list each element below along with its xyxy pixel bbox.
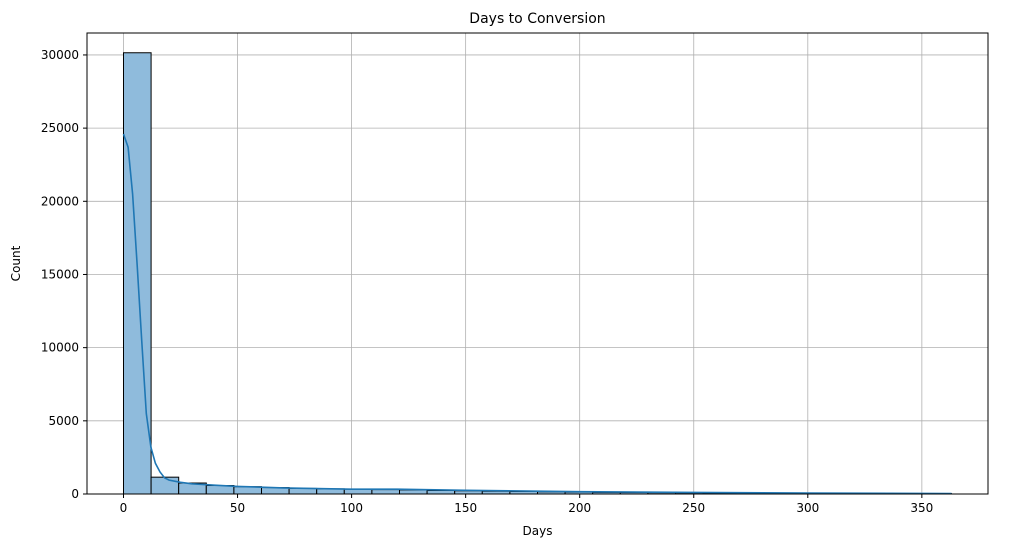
grid-layer: [87, 33, 988, 495]
kde-layer: [122, 133, 952, 495]
x-tick-label: 100: [340, 501, 363, 515]
y-tick-label: 10000: [41, 341, 79, 355]
histogram-bar: [398, 489, 428, 495]
x-tick-label: 300: [796, 501, 819, 515]
x-tick-label: 200: [568, 501, 591, 515]
y-tick-label: 30000: [41, 48, 79, 62]
x-tick-label: 150: [454, 501, 477, 515]
histogram-bar: [371, 489, 400, 495]
x-tick-label: 50: [230, 501, 245, 515]
plot-frame: [86, 32, 989, 495]
x-tick-label: 0: [120, 501, 128, 515]
y-tick-label: 20000: [41, 194, 79, 208]
ticks-layer: 0 50 100 150 200 250 300 350 0 5000 10000 15000 2000…: [41, 48, 933, 515]
y-tick-label: 15000: [41, 267, 79, 281]
histogram-bar: [288, 487, 318, 495]
y-tick-label: 25000: [41, 121, 79, 135]
y-axis-label: Count: [9, 245, 23, 281]
x-tick-label: 350: [910, 501, 933, 515]
y-tick-label: 5000: [48, 414, 79, 428]
histogram-bar: [150, 476, 180, 495]
x-tick-label: 250: [682, 501, 705, 515]
histogram-bar: [426, 489, 456, 495]
bars-layer: [122, 52, 953, 495]
y-tick-label: 0: [71, 487, 79, 501]
chart-title: Days to Conversion: [469, 11, 605, 27]
x-axis-label: Days: [523, 524, 553, 538]
kde-line: [122, 133, 952, 495]
